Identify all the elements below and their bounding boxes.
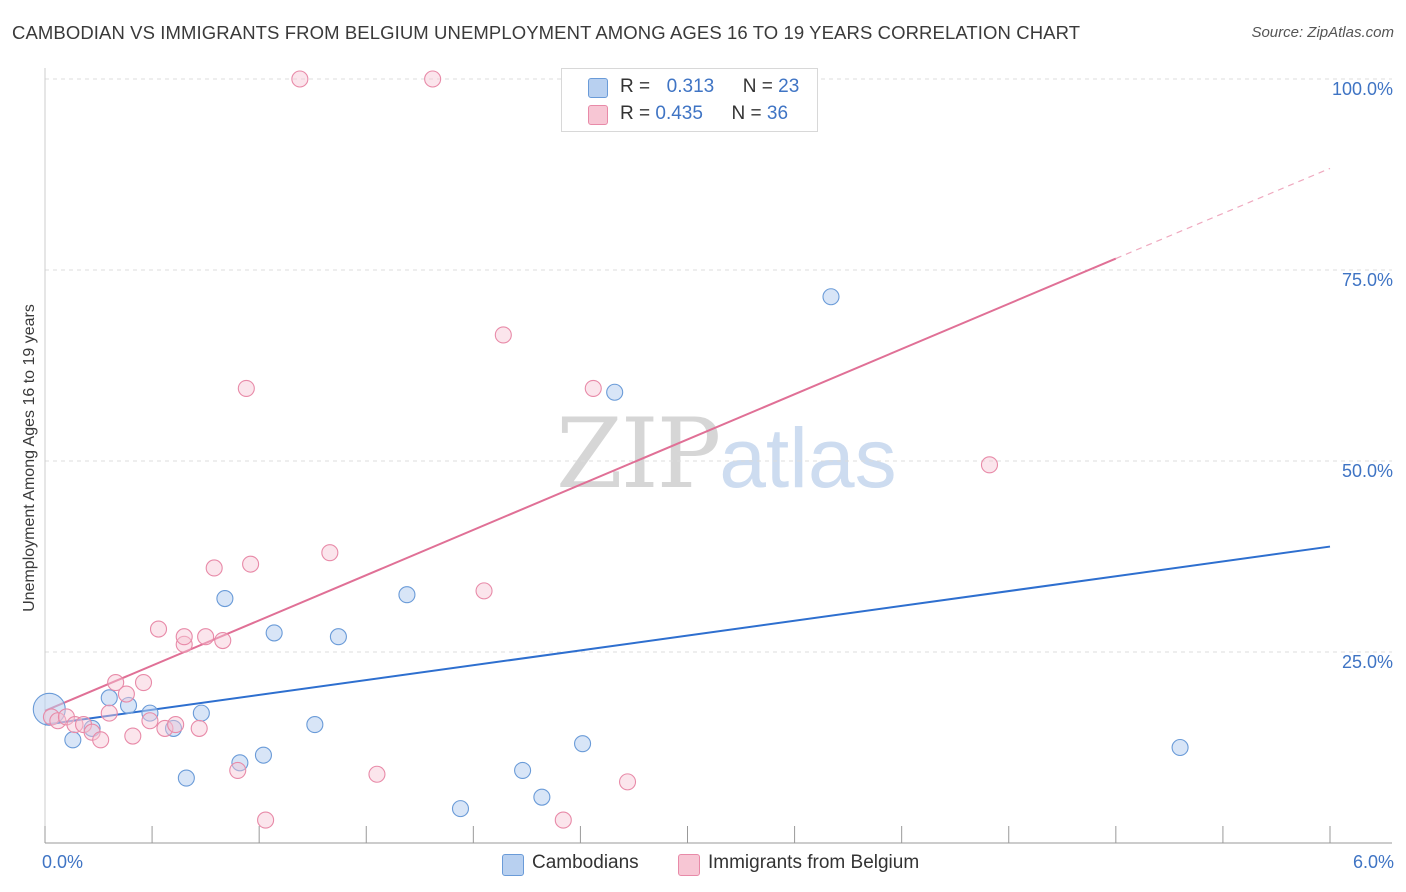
point-belgium <box>117 685 135 703</box>
point-belgium <box>92 731 110 749</box>
x-tick-min: 0.0% <box>42 852 84 872</box>
point-belgium <box>141 712 159 730</box>
point-belgium <box>584 379 602 397</box>
y-axis-label: Unemployment Among Ages 16 to 19 years <box>21 304 38 612</box>
legend-r-value: 0.313 <box>666 76 715 97</box>
point-belgium <box>214 631 232 650</box>
point-belgium <box>190 719 208 737</box>
legend-swatch-pink <box>588 105 608 125</box>
point-belgium <box>175 628 193 646</box>
point-cambodians <box>1171 738 1189 757</box>
trendline-cambodians <box>44 545 1331 726</box>
chart-title: CAMBODIAN VS IMMIGRANTS FROM BELGIUM UNE… <box>12 22 1081 43</box>
point-belgium <box>167 716 185 734</box>
point-belgium <box>124 727 142 745</box>
point-belgium <box>149 620 168 638</box>
point-cambodians <box>177 769 195 787</box>
point-belgium <box>156 719 174 737</box>
point-belgium <box>368 765 386 783</box>
legend-swatch-blue <box>588 78 608 98</box>
legend-n-value: 36 <box>766 103 789 124</box>
point-belgium <box>205 559 223 577</box>
x-tick-max: 6.0% <box>1352 852 1394 872</box>
trendline-belgium-extrapolated <box>1115 167 1331 260</box>
point-belgium <box>197 628 215 646</box>
source-label: Source: ZipAtlas.com <box>1251 24 1394 41</box>
point-belgium <box>66 716 84 734</box>
watermark-zip: ZIP <box>556 398 721 510</box>
point-belgium <box>107 674 125 692</box>
legend-r-label: R = <box>620 76 651 97</box>
y-tick-label: 75.0% <box>1342 270 1393 290</box>
point-cambodians <box>329 628 347 646</box>
point-belgium <box>257 811 275 829</box>
point-cambodians <box>822 288 840 306</box>
point-belgium <box>980 456 999 474</box>
point-cambodians <box>514 761 532 779</box>
series-legend: Cambodians Immigrants from Belgium <box>0 852 1406 878</box>
point-belgium <box>554 811 572 829</box>
point-cambodians <box>574 735 592 753</box>
point-cambodians <box>254 746 273 764</box>
trendline-belgium <box>44 257 1117 712</box>
y-tick-label: 50.0% <box>1342 461 1393 481</box>
point-belgium <box>494 326 512 344</box>
point-belgium <box>475 582 493 600</box>
watermark: ZIPatlas <box>556 398 897 510</box>
y-tick-label: 100.0% <box>1332 79 1393 99</box>
legend-n-label: N = <box>731 103 762 124</box>
legend-r-label: R = <box>620 103 651 124</box>
legend-swatch-blue <box>502 854 524 876</box>
y-tick-label: 25.0% <box>1342 652 1393 672</box>
correlation-legend: R = 0.313 N = 23 R = 0.435 N = 36 <box>561 68 818 132</box>
point-cambodians <box>306 716 324 734</box>
legend-label-belgium: Immigrants from Belgium <box>708 852 920 873</box>
point-belgium <box>134 674 153 692</box>
point-cambodians <box>64 731 82 749</box>
legend-swatch-pink <box>678 854 700 876</box>
point-cambodians <box>83 719 101 737</box>
point-cambodians <box>606 383 624 401</box>
legend-n-value: 23 <box>778 76 800 97</box>
point-cambodians <box>100 689 118 707</box>
point-cambodians <box>451 800 470 818</box>
point-belgium <box>321 544 339 562</box>
point-belgium <box>237 379 255 397</box>
point-belgium <box>424 70 442 88</box>
point-cambodians <box>398 586 416 604</box>
watermark-atlas: atlas <box>719 411 897 505</box>
legend-n-label: N = <box>742 76 773 97</box>
point-belgium <box>291 70 309 88</box>
point-belgium <box>618 773 637 791</box>
point-belgium <box>242 555 260 573</box>
legend-r-value: 0.435 <box>655 103 703 124</box>
point-belgium <box>49 712 67 730</box>
point-belgium <box>229 761 247 779</box>
point-cambodians <box>265 624 283 642</box>
point-cambodians <box>192 704 210 722</box>
point-cambodians <box>216 589 234 608</box>
point-cambodians <box>533 788 551 806</box>
legend-label-cambodians: Cambodians <box>532 852 639 873</box>
point-belgium <box>100 704 118 722</box>
